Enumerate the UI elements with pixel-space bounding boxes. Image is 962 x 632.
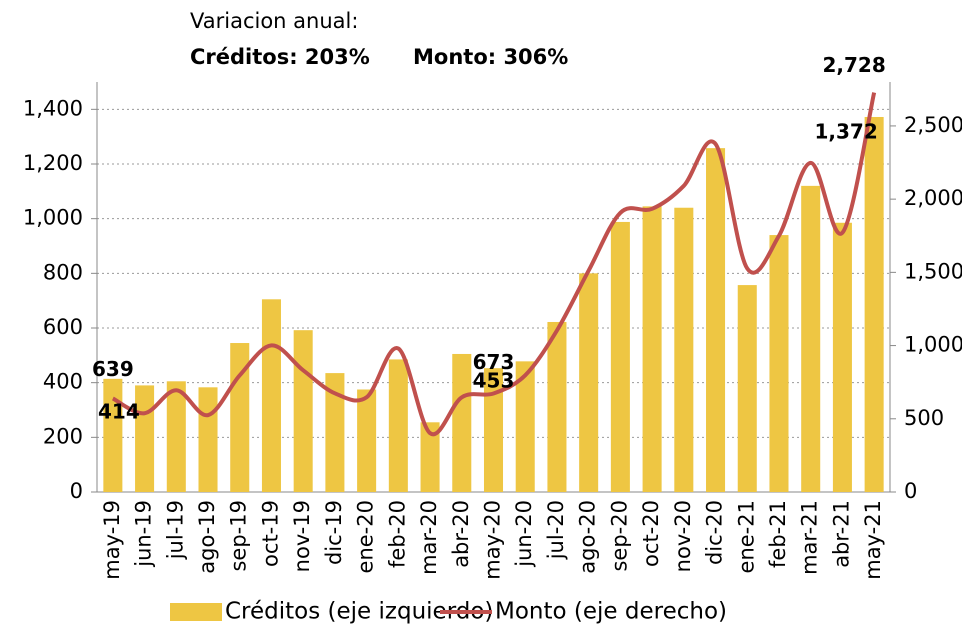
bar <box>547 321 567 492</box>
bar <box>832 222 852 492</box>
subtitle: Variacion anual: <box>190 9 358 33</box>
legend-label: Monto (eje derecho) <box>495 599 727 625</box>
bar <box>293 330 313 492</box>
bar <box>674 207 694 492</box>
x-tick-label: oct-20 <box>639 500 663 567</box>
bar <box>198 387 218 492</box>
y2-tick-label: 1,500 <box>904 259 962 283</box>
line <box>111 92 877 437</box>
y-tick-label: 1,400 <box>23 96 83 120</box>
x-tick-label: abr-20 <box>449 500 473 568</box>
data-label: 1,372 <box>815 119 878 143</box>
bar <box>483 368 504 492</box>
bar <box>706 148 726 492</box>
x-tick-label: ago-19 <box>195 500 219 574</box>
data-label: 414 <box>98 399 140 423</box>
y2-tick-label: 2,000 <box>904 186 962 210</box>
x-tick-label: may-19 <box>100 500 124 580</box>
bar <box>864 116 884 492</box>
bar <box>166 381 186 492</box>
y-tick-label: 200 <box>43 424 83 448</box>
y2-tick-label: 500 <box>904 406 944 430</box>
y2-tick-label: 1,000 <box>904 333 962 357</box>
x-tick-label: feb-21 <box>766 500 790 568</box>
x-tick-label: dic-20 <box>703 500 727 565</box>
x-tick-label: jul-20 <box>544 500 568 560</box>
x-tick-label: feb-20 <box>385 500 409 568</box>
data-label: 2,728 <box>823 53 886 77</box>
bar <box>610 221 630 493</box>
x-tick-label: ene-20 <box>354 500 378 573</box>
y-tick-label: 0 <box>70 479 83 503</box>
bar <box>103 378 123 492</box>
bar <box>420 422 440 492</box>
y-tick-label: 1,200 <box>23 151 83 175</box>
y2-tick-label: 2,500 <box>904 113 962 137</box>
bar <box>737 285 757 492</box>
y-tick-label: 1,000 <box>23 206 83 230</box>
bar <box>261 299 281 492</box>
bar <box>642 206 662 492</box>
y2-tick-label: 0 <box>904 479 917 503</box>
x-tick-label: jul-19 <box>163 500 187 560</box>
bar <box>357 389 377 492</box>
x-tick-label: ene-21 <box>734 500 758 573</box>
x-tick-label: oct-19 <box>258 500 282 567</box>
bar <box>801 185 821 492</box>
bar <box>452 353 472 492</box>
x-tick-label: sep-19 <box>227 500 251 572</box>
x-tick-label: ago-20 <box>576 500 600 574</box>
x-tick-label: jun-20 <box>512 500 536 568</box>
annotation: Monto: 306% <box>413 45 568 69</box>
y-tick-label: 800 <box>43 260 83 284</box>
x-tick-label: jun-19 <box>132 500 156 568</box>
bar <box>579 273 599 492</box>
x-tick-label: may-21 <box>861 500 885 580</box>
x-tick-label: may-20 <box>481 500 505 580</box>
x-tick-label: nov-20 <box>671 500 695 572</box>
y-tick-label: 400 <box>43 370 83 394</box>
legend-swatch <box>170 603 222 621</box>
bar <box>515 361 535 492</box>
data-label: 639 <box>92 357 134 381</box>
x-tick-label: sep-20 <box>607 500 631 572</box>
bar <box>388 359 408 492</box>
x-tick-label: mar-21 <box>798 500 822 575</box>
data-label: 453 <box>473 369 515 393</box>
annotation: Créditos: 203% <box>190 45 370 69</box>
data-label: 673 <box>473 350 515 374</box>
x-tick-label: abr-21 <box>829 500 853 568</box>
x-tick-label: nov-19 <box>290 500 314 572</box>
x-tick-label: dic-19 <box>322 500 346 565</box>
y-tick-label: 600 <box>43 315 83 339</box>
x-tick-label: mar-20 <box>417 500 441 575</box>
bar <box>325 373 345 492</box>
bar <box>769 235 789 493</box>
